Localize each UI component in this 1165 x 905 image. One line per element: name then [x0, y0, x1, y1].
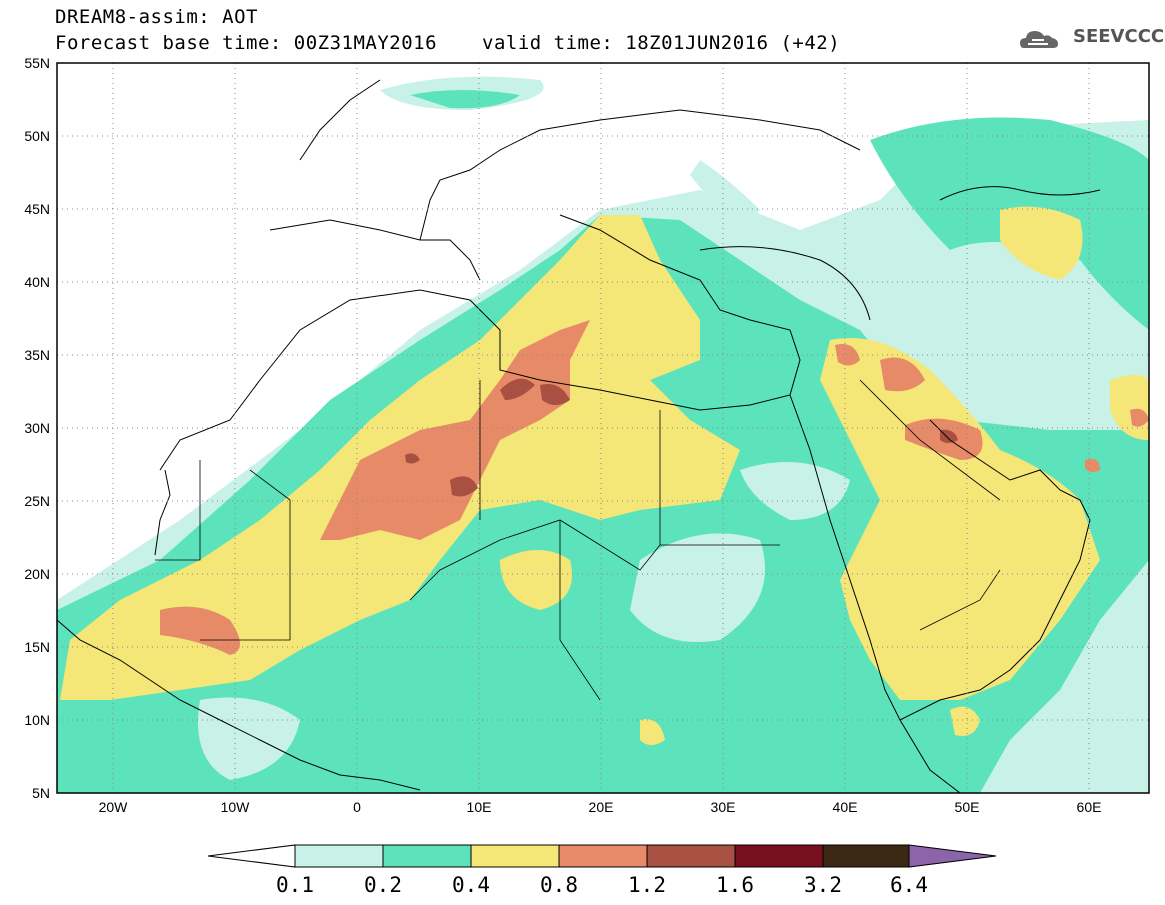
colorbar-swatch [646, 844, 736, 868]
lon-label: 60E [1077, 799, 1102, 815]
borders [155, 379, 1001, 701]
colorbar-swatch [822, 844, 910, 868]
colorbar-level: 3.2 [804, 873, 842, 897]
map-frame [56, 62, 1150, 794]
lon-label: 20W [99, 799, 129, 815]
cloud-logo-icon [1020, 31, 1058, 48]
lat-label: 50N [24, 128, 50, 144]
lat-label: 25N [24, 493, 50, 509]
lon-label: 20E [589, 799, 614, 815]
colorbar-level: 0.2 [364, 873, 402, 897]
colorbar-swatch [382, 844, 472, 868]
lon-label: 0 [353, 799, 361, 815]
colorbar-level: 1.2 [628, 873, 666, 897]
aot-field [57, 76, 1149, 793]
lat-label: 45N [24, 201, 50, 217]
colorbar-under-triangle [207, 844, 296, 868]
lon-label: 40E [833, 799, 858, 815]
colorbar-swatch [734, 844, 824, 868]
lat-label: 35N [24, 347, 50, 363]
valid-time: valid time: 18Z01JUN2016 (+42) [482, 32, 841, 54]
colorbar-level: 0.4 [452, 873, 490, 897]
lon-label: 10E [467, 799, 492, 815]
colorbar-swatch [294, 844, 384, 868]
lat-label: 55N [24, 55, 50, 71]
latitude-labels: 55N 50N 45N 40N 35N 30N 25N 20N 15N 10N … [24, 55, 50, 801]
lat-label: 20N [24, 566, 50, 582]
lon-label: 50E [955, 799, 980, 815]
colorbar: 0.1 0.2 0.4 0.8 1.2 1.6 3.2 6.4 [207, 844, 997, 897]
forecast-base-time: Forecast base time: 00Z31MAY2016 [55, 32, 438, 54]
colorbar-over-triangle [908, 844, 997, 868]
colorbar-level: 0.1 [276, 873, 314, 897]
lat-label: 15N [24, 639, 50, 655]
lon-label: 30E [711, 799, 736, 815]
colorbar-level: 1.6 [716, 873, 754, 897]
lat-label: 5N [32, 785, 50, 801]
lon-label: 10W [221, 799, 251, 815]
lat-label: 40N [24, 274, 50, 290]
coastlines [57, 79, 1101, 793]
lat-label: 10N [24, 712, 50, 728]
longitude-labels: 20W 10W 0 10E 20E 30E 40E 50E 60E [99, 799, 1102, 815]
colorbar-swatch [470, 844, 560, 868]
map-title: DREAM8-assim: AOT [55, 6, 258, 28]
colorbar-level: 0.8 [540, 873, 578, 897]
colorbar-swatch [558, 844, 648, 868]
graticule [57, 63, 1149, 793]
lat-label: 30N [24, 420, 50, 436]
logo-text: SEEVCCC [1073, 26, 1165, 47]
colorbar-level: 6.4 [890, 873, 928, 897]
